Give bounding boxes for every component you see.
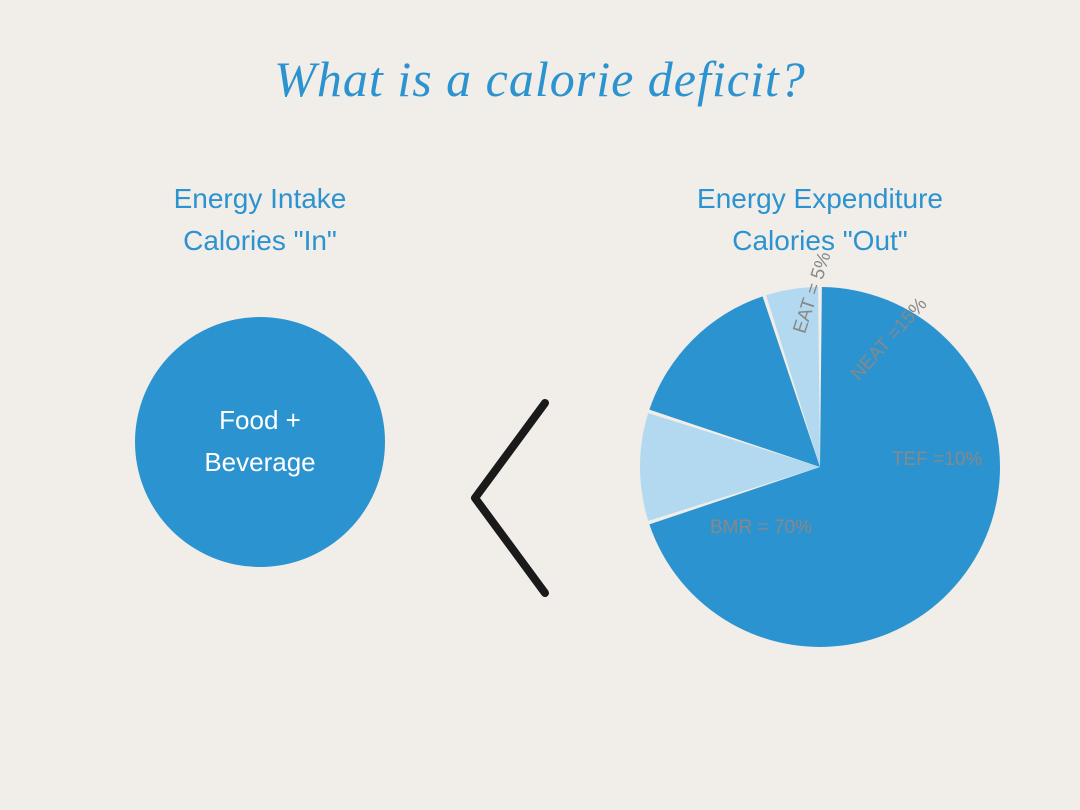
intake-circle: Food + Beverage	[135, 317, 385, 567]
intake-circle-line2: Beverage	[204, 442, 315, 484]
pie-slice-label-1: TEF =10%	[892, 449, 982, 471]
pie-slice-label-0: BMR = 70%	[710, 517, 812, 539]
less-than-symbol	[460, 388, 560, 613]
intake-heading-line1: Energy Intake	[100, 178, 420, 220]
intake-heading-line2: Calories "In"	[100, 220, 420, 262]
expenditure-pie-chart: BMR = 70%TEF =10%NEAT =15%EAT = 5%	[640, 287, 1000, 647]
intake-heading: Energy Intake Calories "In"	[100, 178, 420, 262]
content-area: Energy Intake Calories "In" Food + Bever…	[0, 138, 1080, 758]
intake-circle-line1: Food +	[219, 400, 301, 442]
energy-intake-section: Energy Intake Calories "In" Food + Bever…	[100, 178, 420, 567]
page-title: What is a calorie deficit?	[0, 0, 1080, 108]
energy-expenditure-section: Energy Expenditure Calories "Out" BMR = …	[620, 178, 1020, 647]
expenditure-heading-line1: Energy Expenditure	[620, 178, 1020, 220]
expenditure-heading: Energy Expenditure Calories "Out"	[620, 178, 1020, 262]
